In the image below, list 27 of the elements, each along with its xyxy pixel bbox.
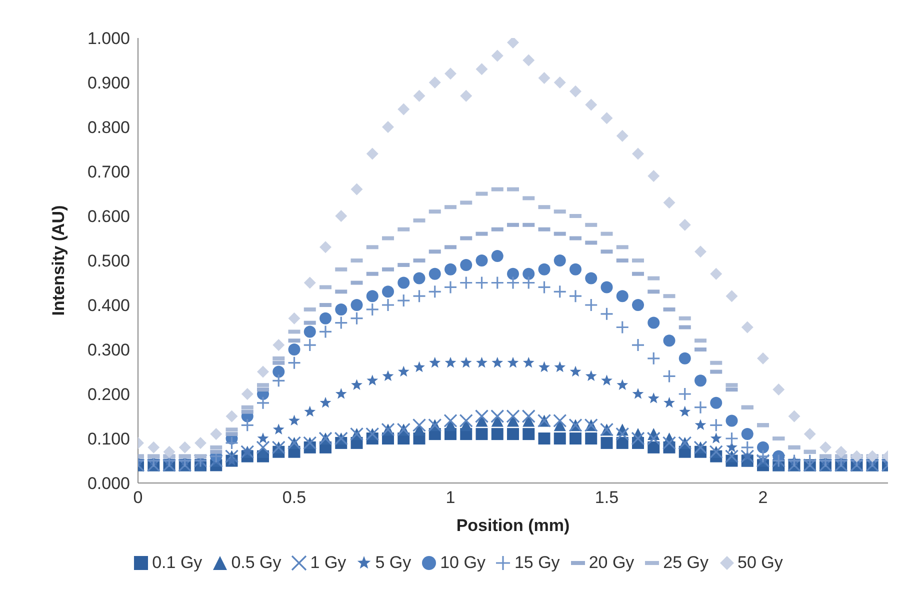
- y-tick-label: 0.900: [87, 74, 130, 93]
- y-tick-label: 0.200: [87, 385, 130, 404]
- y-tick-label: 0.300: [87, 340, 130, 360]
- y-tick-label: 1.000: [87, 29, 130, 48]
- y-tick-label: 0.600: [87, 207, 130, 226]
- legend-label: 1 Gy: [310, 553, 346, 573]
- x-axis-title: Position (mm): [456, 516, 570, 535]
- legend-label: 50 Gy: [738, 553, 783, 573]
- legend-label: 0.1 Gy: [152, 553, 202, 573]
- y-tick-label: 0.400: [87, 296, 130, 316]
- y-tick-label: 0.700: [87, 162, 130, 182]
- legend-label: 25 Gy: [663, 553, 709, 573]
- y-axis-title: Intensity (AU): [49, 205, 68, 316]
- x-tick-label: 0.5: [282, 488, 306, 508]
- legend-label: 0.5 Gy: [231, 553, 282, 573]
- y-tick-label: 0.100: [87, 430, 130, 449]
- legend-label: 15 Gy: [514, 553, 560, 573]
- x-tick-label: 2: [758, 488, 768, 508]
- x-tick-label: 1.5: [594, 488, 619, 508]
- legend-label: 5 Gy: [375, 553, 412, 573]
- legend-label: 10 Gy: [440, 553, 486, 573]
- x-tick-label: 0: [133, 488, 143, 508]
- y-tick-label: 0.800: [87, 118, 130, 138]
- y-tick-label: 0.500: [87, 252, 130, 271]
- y-tick-label: 0.000: [87, 474, 130, 494]
- legend-label: 20 Gy: [588, 553, 634, 573]
- x-tick-label: 1: [446, 488, 456, 508]
